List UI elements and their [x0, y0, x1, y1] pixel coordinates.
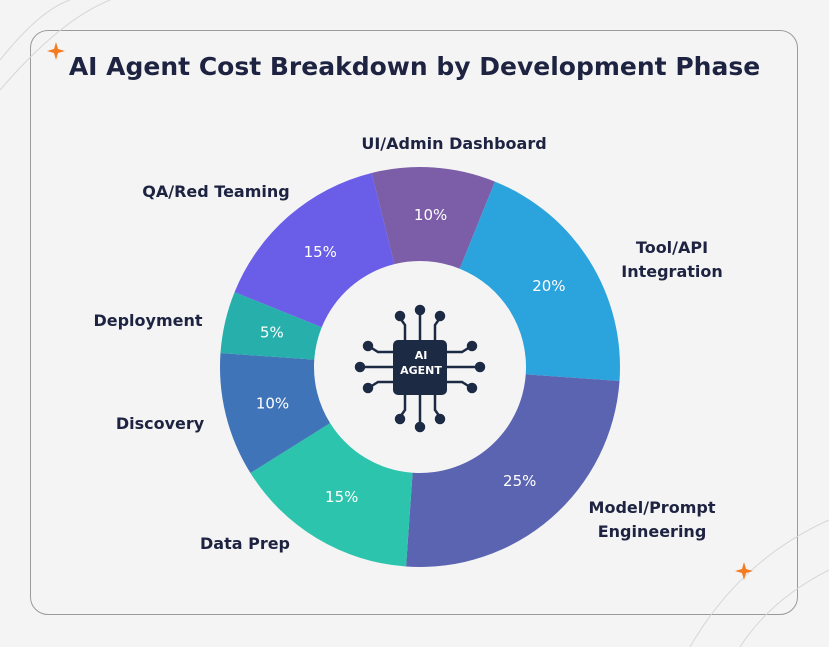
category-label: Tool/API Integration [621, 238, 723, 281]
value-label: 10% [414, 206, 447, 224]
card [30, 30, 798, 615]
value-label: 15% [304, 243, 337, 261]
value-label: 10% [256, 394, 289, 412]
slice [371, 167, 495, 269]
slice [234, 172, 395, 328]
category-label: QA/Red Teaming [142, 182, 290, 201]
category-label: Data Prep [199, 534, 291, 553]
category-label: UI/Admin Dashboard [361, 134, 547, 153]
sparkle [47, 42, 753, 580]
value-label: 20% [532, 277, 565, 295]
slice [220, 353, 331, 473]
slice [459, 181, 620, 381]
chip-icon [354, 304, 486, 433]
category-label: Model/Prompt Engineering [588, 498, 716, 541]
center-label: AI AGENT [400, 349, 442, 377]
value-label: 25% [503, 472, 536, 490]
slice [406, 374, 620, 567]
category-label: Deployment [93, 311, 203, 330]
value-label: 15% [325, 488, 358, 506]
category-label: Discovery [115, 414, 205, 433]
value-label: 5% [260, 323, 284, 341]
slice [250, 423, 413, 567]
slice [220, 292, 322, 360]
chart-title: AI Agent Cost Breakdown by Development P… [68, 52, 761, 81]
